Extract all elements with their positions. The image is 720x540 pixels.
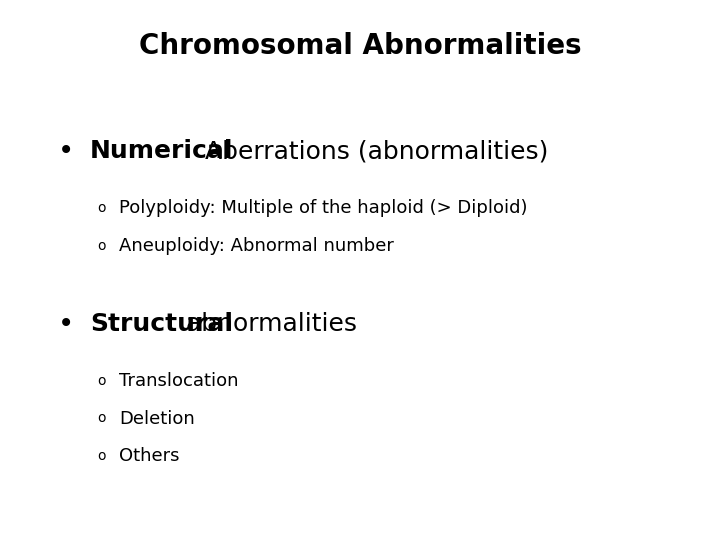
Text: Numerical: Numerical [90,139,233,163]
Text: Deletion: Deletion [119,409,194,428]
Text: o: o [97,411,106,426]
Text: •: • [58,137,74,165]
Text: Others: Others [119,447,179,465]
Text: Chromosomal Abnormalities: Chromosomal Abnormalities [139,32,581,60]
Text: Aneuploidy: Abnormal number: Aneuploidy: Abnormal number [119,237,394,255]
Text: o: o [97,201,106,215]
Text: Aberrations (abnormalities): Aberrations (abnormalities) [197,139,548,163]
Text: Polyploidy: Multiple of the haploid (> Diploid): Polyploidy: Multiple of the haploid (> D… [119,199,527,217]
Text: o: o [97,239,106,253]
Text: Translocation: Translocation [119,372,238,390]
Text: •: • [58,310,74,338]
Text: Structural: Structural [90,312,233,336]
Text: o: o [97,374,106,388]
Text: o: o [97,449,106,463]
Text: abnormalities: abnormalities [178,312,357,336]
